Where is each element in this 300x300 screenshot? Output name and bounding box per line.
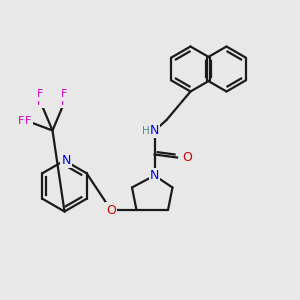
- Text: F: F: [61, 89, 68, 100]
- Text: H: H: [142, 125, 150, 136]
- Text: O: O: [106, 203, 116, 217]
- Text: O: O: [183, 151, 192, 164]
- Text: N: N: [150, 124, 159, 137]
- Text: F: F: [37, 89, 44, 100]
- Text: N: N: [150, 169, 159, 182]
- Text: F: F: [61, 97, 68, 107]
- Text: F: F: [25, 116, 32, 127]
- Text: F: F: [37, 97, 44, 107]
- Text: F: F: [18, 116, 24, 127]
- Text: N: N: [61, 154, 71, 167]
